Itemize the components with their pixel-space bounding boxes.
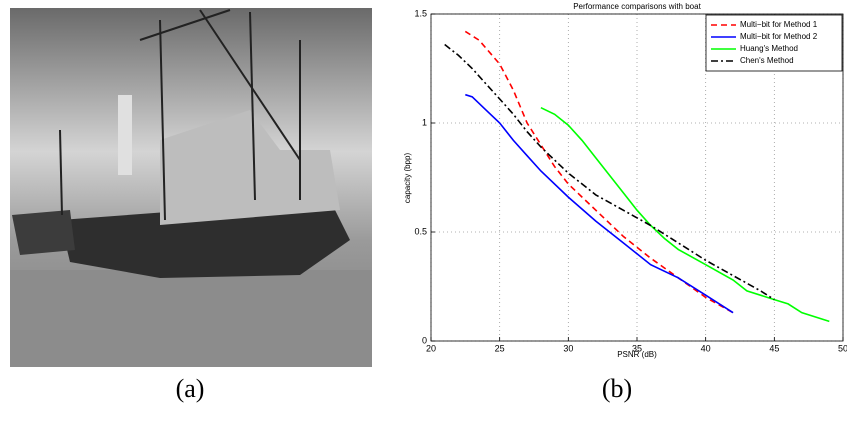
y-tick-label: 1.5 (414, 8, 427, 18)
x-tick-label: 35 (632, 343, 642, 353)
caption: (a) (176, 374, 205, 403)
legend: Multi−bit for Method 1 Multi−bit for Meth… (706, 15, 842, 71)
x-tick-label: 45 (769, 343, 779, 353)
x-tick-label: 20 (426, 343, 436, 353)
legend-label: Chen's Method (740, 56, 794, 65)
x-tick-label: 30 (563, 343, 573, 353)
y-axis-label: capacity (bpp) (403, 153, 412, 204)
figure: (a) (b) Performance comparisons with boa… (0, 0, 847, 416)
page: (a) (b) Performance comparisons with boa… (0, 0, 847, 421)
caption: (b) (602, 374, 632, 403)
photo (10, 8, 372, 367)
x-tick-label: 50 (838, 343, 847, 353)
chart-title: Performance comparisons with boat (573, 2, 701, 11)
x-tick-label: 40 (701, 343, 711, 353)
legend-label: Huang's Method (740, 44, 798, 53)
legend-label: Multi−bit for Method 1 (740, 20, 818, 29)
y-tick-label: 1 (422, 117, 427, 127)
y-tick-label: 0 (422, 335, 427, 345)
y-tick-label: 0.5 (414, 226, 427, 236)
x-tick-label: 25 (495, 343, 505, 353)
legend-label: Multi−bit for Method 2 (740, 32, 818, 41)
